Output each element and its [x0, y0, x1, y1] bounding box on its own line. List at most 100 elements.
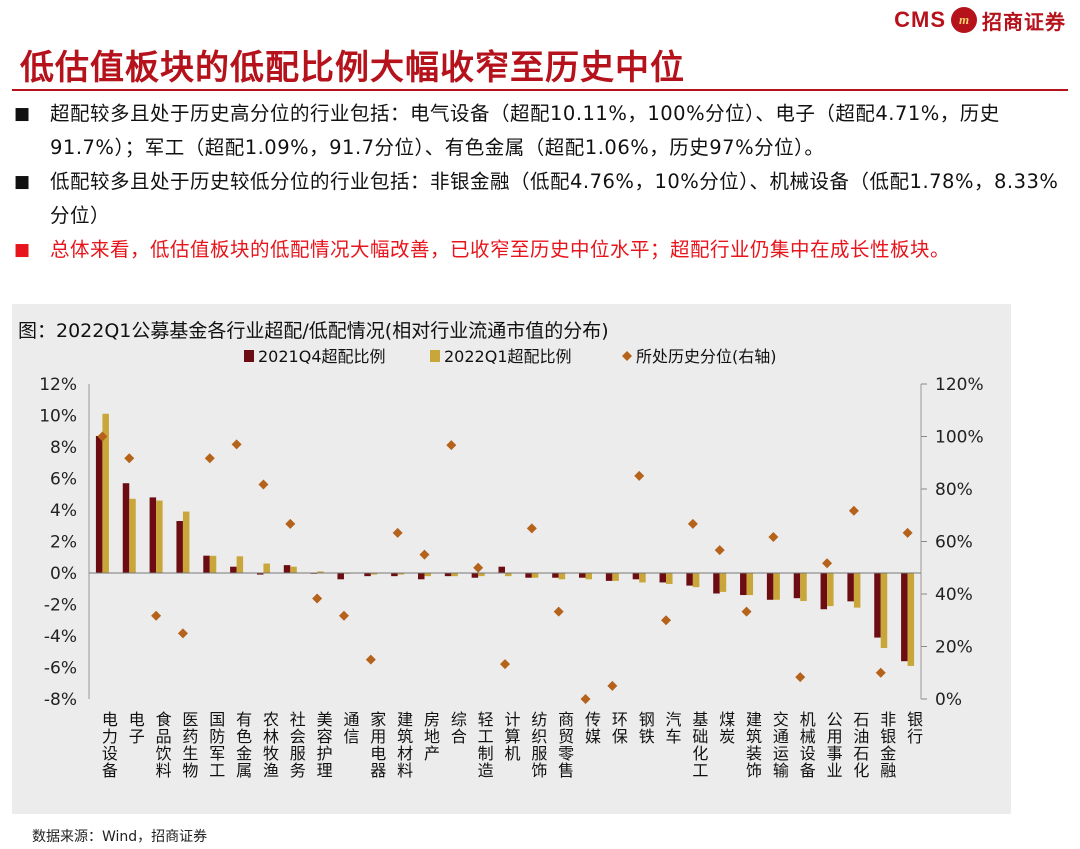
y2-tick-label: 0%: [935, 690, 962, 710]
y-tick-label: -2%: [44, 596, 77, 616]
percentile-point: [553, 606, 564, 617]
percentile-point: [848, 505, 859, 516]
bullet-text: 总体来看，低估值板块的低配情况大幅改善，已收窄至历史中位水平；超配行业仍集中在成…: [50, 238, 951, 261]
bar-q1: [451, 573, 458, 577]
bar-q1: [531, 573, 539, 578]
x-category-label: 公用事业: [824, 711, 843, 779]
bar-q1: [746, 573, 754, 596]
bar-q4: [632, 573, 640, 580]
x-category-label: 石油石化: [850, 711, 869, 779]
bar-q4: [659, 573, 667, 583]
percentile-point: [204, 453, 215, 464]
percentile-point: [231, 439, 242, 450]
bar-q4: [874, 573, 881, 638]
bar-q4: [605, 573, 613, 581]
x-category-label: 传媒: [582, 711, 601, 745]
bar-q4: [95, 435, 103, 573]
x-category-label: 轻工制造: [475, 711, 494, 779]
percentile-point: [741, 606, 752, 617]
chart-title: 图：2022Q1公募基金各行业超配/低配情况(相对行业流通市值的分布): [18, 320, 609, 342]
bar-q1: [370, 573, 378, 575]
bullet-square-icon: ■: [14, 240, 31, 260]
bar-q1: [692, 573, 700, 588]
percentile-point: [902, 527, 913, 538]
bar-q4: [686, 573, 693, 586]
bar-q1: [853, 573, 861, 608]
x-category-label: 医药生物: [179, 711, 198, 779]
y2-tick-label: 120%: [935, 375, 984, 395]
bar-q4: [256, 573, 264, 575]
x-category-label: 食品饮料: [153, 711, 172, 779]
y2-tick-label: 40%: [935, 585, 973, 605]
percentile-point: [714, 545, 725, 556]
logo-mark-icon: m: [951, 7, 977, 33]
bar-q4: [525, 573, 532, 578]
bar-q1: [397, 573, 405, 575]
bar-q1: [639, 573, 646, 583]
cms-logo: CMS m 招商证券: [894, 5, 1066, 35]
bar-q4: [391, 573, 398, 577]
percentile-point: [661, 615, 672, 626]
x-category-label: 社会服务: [287, 711, 306, 779]
x-category-label: 非银金融: [877, 711, 896, 779]
percentile-point: [97, 431, 108, 442]
bar-q4: [364, 573, 371, 577]
bar-q1: [156, 500, 163, 573]
y-tick-label: 8%: [50, 438, 77, 458]
bar-q1: [478, 573, 485, 577]
percentile-point: [312, 593, 323, 604]
y-tick-label: -6%: [44, 659, 77, 679]
y2-tick-label: 60%: [935, 533, 973, 553]
x-category-label: 美容护理: [314, 711, 333, 779]
percentile-point: [446, 440, 457, 451]
bullet-item-summary: ■ 总体来看，低估值板块的低配情况大幅改善，已收窄至历史中位水平；超配行业仍集中…: [14, 233, 1064, 267]
x-category-label: 通信: [340, 711, 359, 745]
x-category-label: 电子: [126, 711, 145, 745]
bullet-square-icon: ■: [14, 104, 31, 124]
percentile-point: [258, 479, 269, 490]
percentile-point: [580, 694, 591, 704]
bar-q4: [417, 573, 425, 580]
page-title: 低估值板块的低配比例大幅收窄至历史中位: [20, 48, 685, 88]
y2-tick-label: 80%: [935, 480, 973, 500]
data-source-note: 数据来源：Wind，招商证券: [32, 829, 208, 845]
percentile-point: [151, 610, 162, 621]
x-category-label: 家用电器: [367, 711, 386, 779]
x-category-label: 有色金属: [233, 711, 252, 779]
x-category-label: 国防军工: [206, 711, 225, 779]
bar-q1: [773, 573, 780, 600]
bar-q4: [847, 573, 854, 602]
x-category-label: 银行: [904, 711, 923, 745]
percentile-point: [419, 549, 430, 560]
bar-q1: [880, 573, 888, 648]
percentile-point: [687, 518, 698, 529]
y-tick-label: 4%: [50, 501, 77, 521]
bar-q4: [230, 566, 237, 573]
x-category-label: 商贸零售: [555, 711, 574, 779]
legend-label: 2021Q4超配比例: [258, 347, 386, 366]
bar-q4: [766, 573, 774, 600]
bar-q1: [317, 571, 324, 573]
percentile-point: [365, 654, 376, 665]
percentile-point: [822, 558, 833, 569]
percentile-point: [634, 470, 645, 481]
percentile-point: [768, 532, 779, 543]
percentile-point: [285, 518, 296, 529]
x-category-label: 交通运输: [770, 711, 789, 779]
y-tick-label: -4%: [44, 627, 77, 647]
bar-q1: [102, 413, 109, 573]
bar-q1: [424, 573, 431, 577]
logo-cms-text: CMS: [894, 7, 946, 32]
legend-swatch: [244, 350, 254, 362]
bar-q1: [558, 573, 566, 580]
percentile-point: [500, 659, 510, 670]
x-category-label: 综合: [448, 711, 467, 745]
bullet-text: 低配较多且处于历史较低分位的行业包括：非银金融（低配4.76%，10%分位）、机…: [50, 170, 1059, 227]
bar-q1: [236, 556, 244, 573]
bar-q4: [203, 555, 210, 573]
y-tick-label: 6%: [50, 470, 77, 490]
bar-q1: [827, 573, 834, 607]
x-category-label: 机械设备: [797, 711, 816, 779]
bullet-list: ■ 超配较多且处于历史高分位的行业包括：电气设备（超配10.11%，100%分位…: [14, 97, 1064, 267]
bar-q4: [176, 521, 183, 573]
